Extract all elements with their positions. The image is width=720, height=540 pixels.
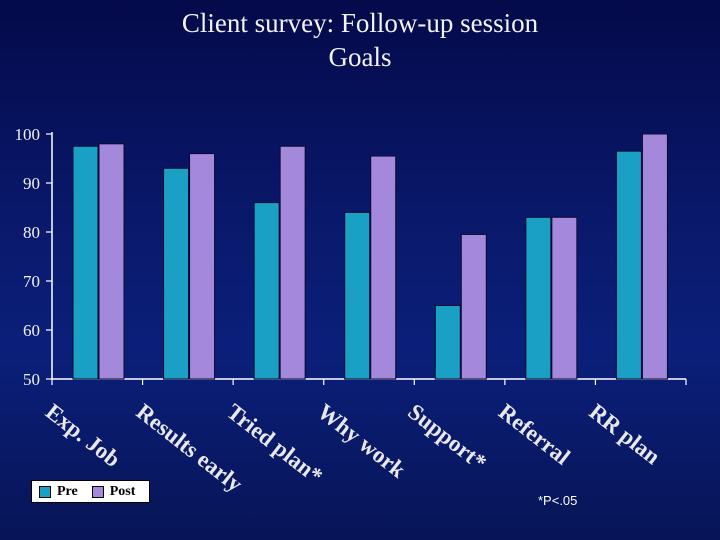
y-tick-label: 80 xyxy=(23,223,40,242)
chart-title-line1: Client survey: Follow-up session xyxy=(181,8,539,38)
chart-title-line2: Goals xyxy=(328,42,392,72)
bar-post xyxy=(641,133,668,380)
bar-post xyxy=(551,216,578,380)
x-category-label: Exp. Job xyxy=(41,399,125,472)
bar-pre xyxy=(253,202,280,380)
bar-post xyxy=(370,155,397,380)
bar-pre xyxy=(525,216,552,380)
chart-legend: Pre Post xyxy=(31,480,150,503)
y-tick-label: 60 xyxy=(23,321,40,340)
legend-label-post: Post xyxy=(109,483,136,499)
legend-swatch-pre xyxy=(39,485,51,498)
x-category-label: Why work xyxy=(313,399,411,483)
bar-pre xyxy=(344,211,371,380)
x-category-label: Support* xyxy=(403,399,491,475)
bar-pre xyxy=(615,150,642,380)
bar-post xyxy=(98,143,125,380)
bar-pre xyxy=(72,145,99,380)
y-tick-label: 50 xyxy=(23,370,40,389)
x-category-label: Referral xyxy=(494,399,575,470)
y-tick-label: 100 xyxy=(15,125,41,144)
y-tick-label: 90 xyxy=(23,174,40,193)
bar-post xyxy=(279,145,306,380)
legend-swatch-post xyxy=(91,485,104,498)
significance-footnote: *P<.05 xyxy=(538,493,578,508)
bar-post xyxy=(460,233,487,380)
x-category-label: RR plan xyxy=(584,399,665,470)
bar-pre xyxy=(434,305,461,380)
bar-pre xyxy=(163,167,190,380)
legend-label-pre: Pre xyxy=(57,483,78,499)
y-tick-label: 70 xyxy=(23,272,40,291)
bar-post xyxy=(189,153,216,380)
legend-item-pre: Pre xyxy=(39,484,78,500)
chart-title: Client survey: Follow-up session Goals xyxy=(0,6,720,74)
legend-item-post: Post xyxy=(91,483,136,500)
